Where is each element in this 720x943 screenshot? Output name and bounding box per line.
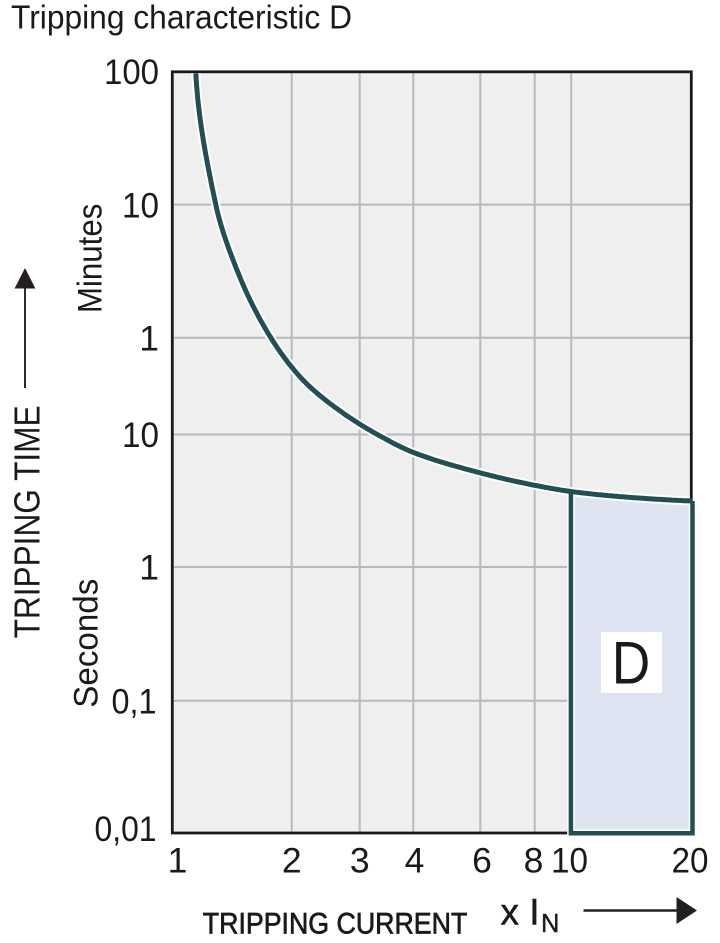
svg-text:10: 10 — [122, 185, 159, 225]
svg-text:100: 100 — [104, 52, 159, 92]
svg-text:1: 1 — [139, 318, 159, 358]
svg-text:2: 2 — [282, 841, 302, 881]
svg-text:Tripping characteristic D: Tripping characteristic D — [11, 0, 352, 36]
svg-text:10: 10 — [122, 415, 159, 455]
svg-text:Minutes: Minutes — [72, 204, 110, 314]
svg-text:0,1: 0,1 — [112, 681, 157, 721]
svg-text:TRIPPING TIME: TRIPPING TIME — [7, 405, 48, 638]
svg-text:D: D — [612, 629, 651, 697]
svg-text:1: 1 — [168, 841, 188, 881]
svg-text:8: 8 — [524, 841, 544, 881]
svg-text:3: 3 — [350, 841, 370, 881]
svg-text:0,01: 0,01 — [95, 809, 157, 849]
svg-text:Seconds: Seconds — [68, 579, 106, 708]
svg-text:6: 6 — [472, 841, 492, 881]
svg-text:1: 1 — [139, 548, 159, 588]
svg-text:10: 10 — [551, 841, 588, 881]
svg-text:4: 4 — [405, 841, 425, 881]
svg-text:N: N — [541, 910, 559, 938]
svg-text:20: 20 — [672, 841, 709, 881]
svg-text:TRIPPING CURRENT: TRIPPING CURRENT — [203, 908, 468, 941]
svg-text:x I: x I — [501, 892, 540, 933]
